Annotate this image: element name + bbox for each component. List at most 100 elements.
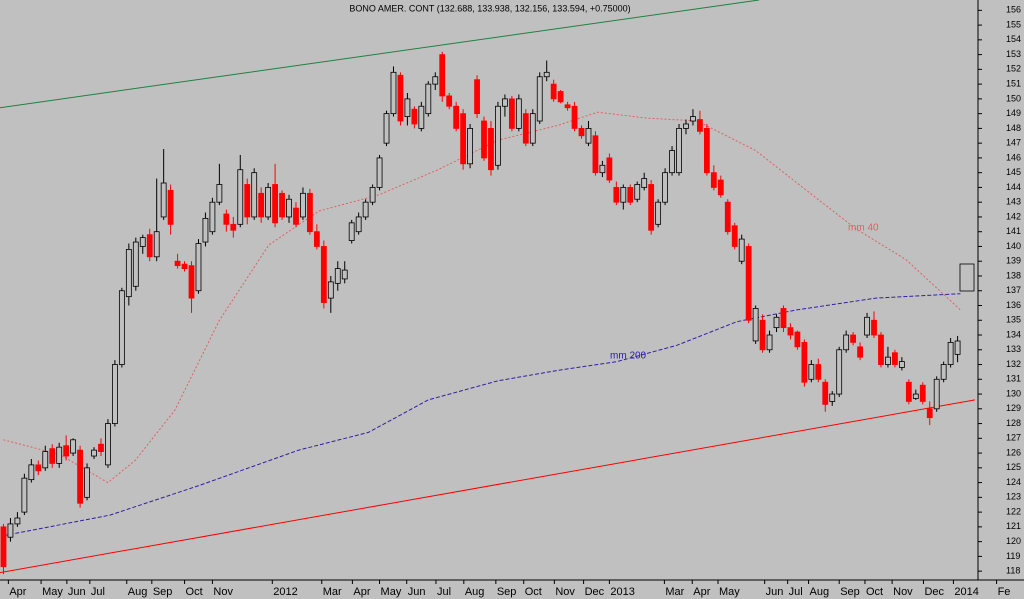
x-tick-label: Fe	[998, 586, 1011, 598]
x-tick-label: Jun	[766, 586, 784, 598]
candle-body	[773, 316, 780, 329]
x-tick-label: 2014	[954, 586, 978, 598]
candle-body	[362, 201, 369, 218]
candle-body	[481, 120, 487, 159]
candle-body	[836, 349, 843, 395]
candle-body	[432, 76, 439, 85]
candle-body	[84, 467, 90, 498]
candle-body	[223, 213, 230, 225]
candle-body	[376, 157, 383, 188]
candle-body	[307, 192, 313, 233]
candle-body	[0, 526, 7, 568]
y-tick-label: 125	[1006, 462, 1021, 472]
y-tick-label: 118	[1006, 566, 1020, 576]
candle-body	[237, 169, 244, 225]
y-tick-label: 136	[1006, 300, 1021, 310]
candle-body	[912, 393, 919, 399]
x-tick-label: Jun	[408, 586, 426, 598]
y-tick-label: 144	[1006, 182, 1021, 192]
candle-body	[383, 113, 390, 144]
candle-body	[508, 98, 515, 129]
y-tick-label: 120	[1006, 536, 1021, 546]
x-tick-label: Oct	[186, 586, 203, 598]
candle-body	[933, 378, 940, 410]
x-tick-label: Nov	[555, 586, 575, 598]
x-tick-label: Jul	[789, 586, 803, 598]
candle-body	[898, 361, 905, 368]
candle-body	[550, 83, 557, 100]
x-tick-label: Sep	[840, 586, 860, 598]
y-tick-label: 154	[1006, 34, 1021, 44]
y-tick-label: 131	[1006, 374, 1021, 384]
candle-body	[759, 319, 766, 351]
candle-body	[829, 393, 836, 402]
candle-body	[404, 98, 411, 117]
candle-body	[536, 76, 543, 122]
candle-body	[940, 364, 947, 380]
candle-body	[815, 364, 822, 380]
y-tick-label: 152	[1006, 64, 1021, 74]
candle-body	[843, 334, 850, 351]
candle-body	[105, 423, 111, 466]
trend-line	[0, 0, 760, 109]
candle-body	[655, 201, 662, 225]
candle-body	[21, 477, 28, 513]
y-tick-label: 148	[1006, 123, 1021, 133]
candle-body	[794, 331, 801, 348]
candle-body	[488, 127, 494, 171]
candle-body	[77, 449, 83, 504]
candle-body	[70, 439, 77, 454]
candle-body	[474, 79, 480, 115]
y-tick-label: 135	[1006, 315, 1021, 325]
x-tick-label: Jun	[68, 586, 86, 598]
candle-body	[613, 187, 620, 203]
candle-body	[878, 334, 884, 365]
candle-body	[731, 225, 738, 247]
candle-body	[230, 223, 237, 231]
candle-body	[209, 201, 216, 233]
candle-body	[313, 231, 320, 247]
x-tick-label: May	[42, 586, 63, 598]
candle-body	[397, 74, 404, 122]
y-tick-label: 121	[1006, 521, 1021, 531]
candle-body	[279, 192, 285, 218]
candle-body	[334, 268, 341, 284]
candle-body	[265, 187, 272, 218]
candle-body	[648, 184, 655, 231]
x-tick-label: Aug	[128, 586, 148, 598]
candle-body	[703, 127, 710, 174]
x-tick-label: Apr	[9, 586, 26, 598]
candle-body	[320, 246, 327, 303]
y-tick-label: 155	[1006, 19, 1021, 29]
candle-body	[453, 105, 460, 129]
x-tick-label: Aug	[465, 586, 485, 598]
x-tick-label: 2012	[273, 586, 297, 598]
candle-body	[411, 108, 418, 125]
candle-body	[202, 218, 209, 243]
candle-body	[738, 238, 745, 262]
candle-body	[35, 464, 42, 472]
y-tick-label: 145	[1006, 167, 1021, 177]
candle-body	[118, 290, 125, 365]
candle-body	[585, 127, 592, 144]
ma-label: mm 40	[848, 223, 879, 234]
x-tick-label: Jul	[91, 586, 105, 598]
candle-body	[662, 172, 668, 203]
candle-body	[160, 182, 167, 218]
y-tick-label: 153	[1006, 49, 1021, 59]
candle-body	[857, 346, 863, 358]
candle-body	[188, 265, 195, 299]
x-tick-label: Oct	[525, 586, 542, 598]
candle-body	[446, 95, 453, 107]
moving-average	[3, 111, 961, 484]
candle-body	[669, 150, 675, 174]
y-tick-label: 123	[1006, 492, 1021, 502]
candle-body	[780, 308, 787, 329]
x-tick-label: Apr	[353, 586, 370, 598]
candle-body	[599, 164, 606, 174]
candle-body	[244, 184, 251, 218]
projection-box	[959, 263, 975, 292]
candle-body	[467, 127, 473, 165]
y-tick-label: 124	[1006, 477, 1021, 487]
